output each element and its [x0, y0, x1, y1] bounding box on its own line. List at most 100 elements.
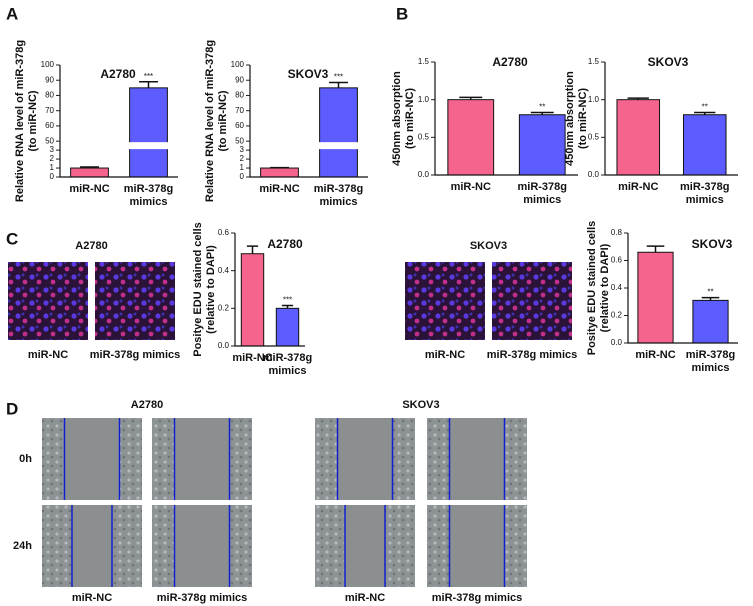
axis — [59, 65, 178, 178]
axis — [249, 65, 368, 178]
significance: *** — [334, 73, 343, 82]
panel-label: B — [396, 4, 408, 23]
row-label: 24h — [13, 540, 32, 552]
chart-title: SKOV3 — [288, 67, 329, 81]
y-tick-label: 100 — [41, 60, 55, 69]
y-tick-label: 0.8 — [611, 228, 623, 237]
y-tick-label: 0.6 — [611, 256, 623, 265]
microscopy-image — [8, 262, 88, 340]
y-tick-label: 60 — [235, 121, 244, 130]
y-tick-label: 0.0 — [588, 170, 600, 179]
x-tick-label: miR-378g — [517, 181, 567, 193]
image-caption: miR-NC — [345, 592, 385, 604]
y-axis-label: (relative to DAPI) — [599, 243, 611, 332]
y-axis-label: (to miR-NC) — [577, 88, 589, 149]
x-tick-label: miR-NC — [69, 183, 109, 195]
error-bar — [246, 245, 259, 254]
image-caption: miR-378g mimics — [157, 592, 247, 604]
x-tick-label: mimics — [692, 362, 730, 374]
y-tick-label: 90 — [235, 75, 244, 84]
wound-gap — [72, 505, 112, 587]
error-bar — [530, 111, 554, 115]
error-bar — [627, 97, 649, 100]
significance: ** — [539, 103, 545, 112]
x-tick-label: mimics — [686, 194, 724, 206]
y-tick-label: 0.2 — [218, 303, 230, 312]
x-tick-label: miR-378g — [680, 181, 730, 193]
chart-title: A2780 — [267, 237, 303, 251]
bar — [319, 87, 358, 178]
image-caption: miR-378g mimics — [90, 349, 180, 361]
microscopy-image — [492, 262, 572, 340]
error-bar — [694, 111, 716, 115]
y-tick-label: 0.0 — [218, 341, 230, 350]
y-tick-label: 0 — [50, 172, 55, 181]
axis — [627, 233, 738, 344]
y-tick-label: 3 — [240, 145, 245, 154]
panel-label: A — [6, 4, 18, 23]
bar — [682, 114, 727, 176]
wound-gap — [174, 505, 230, 587]
y-axis-label: Positye EDU stained cells — [192, 222, 204, 357]
x-tick-label: miR-378g — [686, 349, 736, 361]
wound-gap — [345, 505, 385, 587]
panel-label: C — [6, 229, 18, 248]
y-tick-label: 80 — [235, 91, 244, 100]
y-axis-label: Relative RNA level of miR-378g — [14, 40, 26, 202]
significance: ** — [707, 288, 713, 297]
significance: ** — [702, 103, 708, 112]
y-tick-label: 0.4 — [218, 266, 230, 275]
y-tick-label: 0.2 — [611, 311, 623, 320]
image-caption: miR-NC — [72, 592, 112, 604]
y-tick-label: 50 — [45, 136, 54, 145]
wound-gap — [449, 418, 505, 500]
x-tick-label: mimics — [130, 196, 168, 208]
y-tick-label: 0.4 — [611, 283, 623, 292]
y-tick-label: 1.5 — [418, 57, 430, 66]
image-caption: miR-378g mimics — [432, 592, 522, 604]
y-tick-label: 70 — [235, 106, 244, 115]
bar — [692, 299, 729, 344]
y-tick-label: 0.5 — [418, 132, 430, 141]
y-tick-label: 0.6 — [218, 228, 230, 237]
significance: *** — [144, 72, 153, 81]
chart-title: A2780 — [492, 55, 528, 69]
bar — [616, 99, 661, 176]
y-tick-label: 3 — [50, 145, 55, 154]
y-tick-label: 2 — [240, 154, 245, 163]
y-axis-label: (relative to DAPI) — [205, 245, 217, 334]
y-axis-label: Positye EDU stained cells — [586, 221, 598, 356]
y-tick-label: 50 — [235, 136, 244, 145]
significance: *** — [283, 296, 292, 305]
axis — [234, 233, 305, 347]
error-bar — [329, 81, 348, 88]
image-caption: miR-378g mimics — [487, 349, 577, 361]
bar — [260, 167, 299, 178]
y-tick-label: 1.0 — [418, 95, 430, 104]
bar — [275, 307, 300, 347]
chart-title: SKOV3 — [648, 55, 689, 69]
x-tick-label: miR-NC — [259, 183, 299, 195]
y-tick-label: 1 — [50, 163, 55, 172]
x-tick-label: miR-NC — [635, 349, 675, 361]
chart-title: SKOV3 — [692, 237, 733, 251]
image-title: A2780 — [75, 240, 107, 252]
wound-gap — [64, 418, 120, 500]
x-tick-label: miR-378g — [314, 183, 364, 195]
panel-label: D — [6, 399, 18, 418]
image-title: SKOV3 — [470, 240, 507, 252]
x-tick-label: miR-NC — [618, 181, 658, 193]
axis-break — [244, 142, 370, 150]
x-tick-label: mimics — [523, 194, 561, 206]
chart-title: A2780 — [100, 67, 136, 81]
wound-gap — [337, 418, 393, 500]
error-bar — [139, 81, 158, 88]
y-tick-label: 0.0 — [611, 338, 623, 347]
y-tick-label: 0.5 — [588, 132, 600, 141]
y-tick-label: 60 — [45, 121, 54, 130]
x-tick-label: miR-NC — [451, 181, 491, 193]
image-title: SKOV3 — [402, 399, 439, 411]
y-tick-label: 90 — [45, 75, 54, 84]
error-bar — [701, 296, 720, 301]
